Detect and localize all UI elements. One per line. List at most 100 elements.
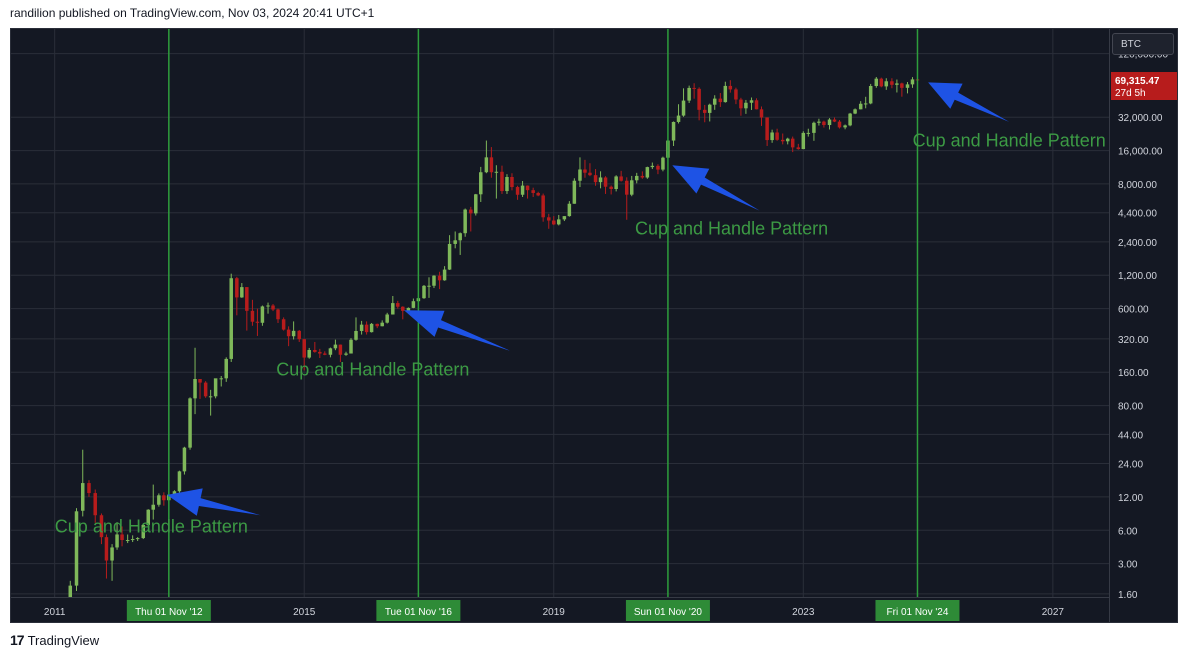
cup-and-handle-annotation: Cup and Handle Pattern (913, 130, 1106, 150)
candle-body (151, 504, 155, 510)
candle-body (260, 306, 265, 323)
candle-body (406, 307, 411, 311)
time-axis[interactable]: 2011 2015 2019 2023 2027 Thu 01 Nov '12 Tue 01… (11, 597, 1109, 622)
candle-body (354, 330, 358, 340)
candle (681, 88, 686, 117)
candle-body (344, 353, 348, 355)
candle (785, 137, 790, 145)
candle-body (759, 109, 764, 118)
candle (385, 312, 389, 324)
candle-body (806, 132, 811, 134)
candle (224, 357, 228, 382)
candle-body (198, 379, 202, 383)
candle (697, 87, 701, 121)
candle (827, 118, 832, 130)
candle-body (728, 85, 733, 90)
candle (874, 76, 879, 88)
candle (536, 191, 540, 197)
price-tick-label: 12.00 (1118, 493, 1143, 504)
candle-body (463, 209, 467, 234)
candle (396, 300, 400, 309)
candle (547, 213, 551, 229)
bar-countdown-label: 27d 5h (1115, 88, 1146, 99)
candle-body (99, 515, 104, 538)
candle (391, 295, 395, 315)
candle (99, 513, 104, 545)
candle-body (650, 165, 655, 168)
candle (837, 119, 842, 129)
last-price-label-bg (1111, 72, 1177, 101)
candle (718, 93, 723, 107)
price-axis[interactable]: 1.60 3.00 6.00 12.00 24.00 44.00 80.00 160.00 32… (1109, 29, 1177, 622)
candle-body (369, 323, 374, 333)
candle-body (437, 275, 442, 281)
candle (146, 509, 150, 527)
candle (868, 83, 873, 105)
candle-body (754, 100, 759, 110)
candle-body (313, 349, 317, 352)
candle (177, 470, 182, 493)
candle (687, 85, 691, 103)
candle (790, 136, 795, 153)
candle-body (853, 109, 857, 114)
candle-body (391, 303, 395, 315)
candle-body (739, 99, 743, 109)
chart-plot-area[interactable]: Cup and Handle Pattern Cup and Handle Pat… (11, 29, 1109, 597)
cycle-date-label: Fri 01 Nov '24 (887, 607, 949, 618)
candle (879, 77, 884, 88)
candle (765, 117, 769, 146)
candle (520, 181, 525, 197)
price-tick-label: 320.00 (1118, 335, 1149, 346)
candle (515, 185, 520, 200)
candle-body (676, 115, 681, 122)
candle (151, 484, 155, 520)
candle (567, 201, 572, 217)
candle (494, 165, 499, 199)
chart-panel[interactable]: Cup and Handle Pattern Cup and Handle Pat… (10, 28, 1178, 623)
candle-body (323, 353, 327, 355)
candle-body (125, 540, 130, 542)
candle-body (593, 175, 598, 183)
candle-body (505, 176, 509, 192)
candle-body (884, 81, 889, 87)
candle (817, 118, 821, 126)
candle (359, 320, 364, 335)
candle (712, 95, 717, 110)
candle-body (380, 322, 384, 327)
time-tick-label: 2011 (44, 607, 66, 618)
candle-body (578, 169, 582, 181)
candle-body (603, 177, 608, 187)
candle-body (182, 447, 187, 472)
candle-body (510, 176, 514, 188)
candle (203, 381, 208, 398)
candle-body (697, 88, 701, 110)
candle-body (135, 538, 140, 540)
candle-body (629, 180, 634, 195)
price-tick-label: 16,000.00 (1118, 147, 1163, 158)
candle-body (707, 104, 712, 113)
candle-body (848, 113, 852, 126)
candle-body (458, 233, 462, 241)
candle (848, 112, 852, 127)
symbol-badge[interactable]: BTC (1112, 33, 1174, 55)
candle (235, 276, 239, 316)
candle (801, 131, 806, 150)
price-tick-label: 160.00 (1118, 368, 1149, 379)
candle (634, 172, 639, 184)
candle (313, 341, 317, 353)
candle-body (474, 194, 478, 214)
candle-body (245, 287, 249, 311)
candle-body (609, 186, 613, 190)
candle-body (817, 121, 821, 123)
candle (364, 321, 369, 335)
candle-body (110, 547, 114, 561)
candle (910, 77, 915, 88)
candle (505, 174, 509, 194)
candle-body (489, 157, 494, 173)
candle-body (744, 102, 748, 109)
candle (193, 347, 197, 415)
candle-body (910, 79, 915, 85)
candle-body (656, 165, 660, 170)
candle (271, 304, 275, 312)
candle (87, 480, 91, 497)
